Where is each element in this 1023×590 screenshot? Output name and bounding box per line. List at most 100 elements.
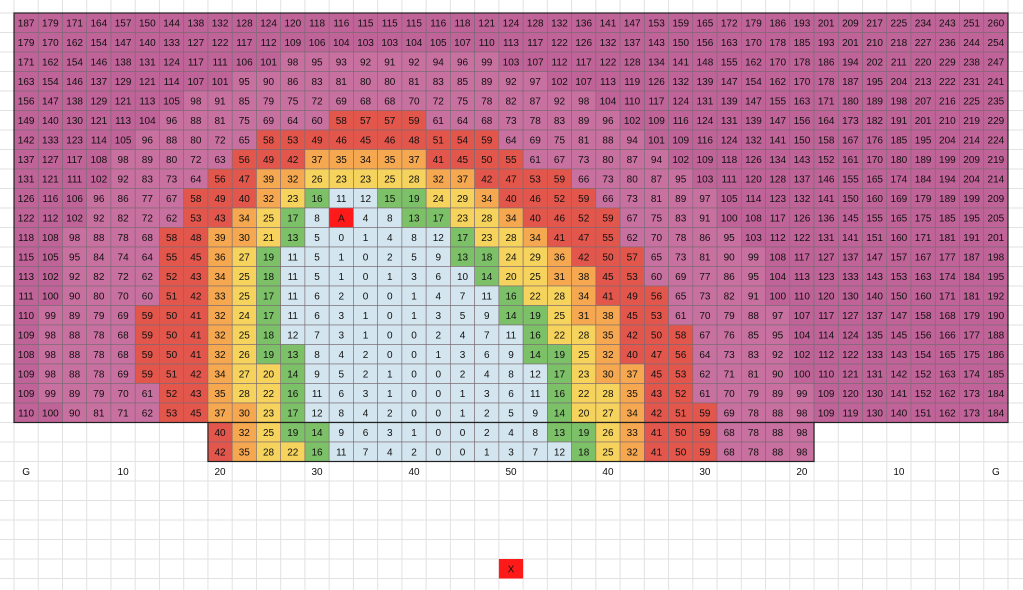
cell-value: 1 (460, 389, 466, 400)
cell-value: 35 (239, 447, 251, 458)
cell-value: 73 (166, 174, 178, 185)
cell-value: 120 (818, 291, 835, 302)
cell-value: 99 (45, 311, 57, 322)
cell-value: 28 (408, 174, 420, 185)
cell-value: 193 (794, 18, 811, 29)
cell-value: 11 (506, 330, 517, 341)
cell-value: 46 (554, 213, 566, 224)
cell-value: 184 (915, 174, 932, 185)
cell-value: 4 (460, 330, 466, 341)
cell-value: 102 (91, 174, 108, 185)
cell-value: 116 (333, 18, 349, 29)
cell-value: 26 (311, 174, 323, 185)
cell-value: 51 (675, 408, 687, 419)
cell-value: 13 (287, 350, 299, 361)
cell-value: 105 (163, 96, 180, 107)
cell-value: 98 (796, 447, 808, 458)
partial-border (207, 421, 815, 463)
cell-value: 179 (915, 194, 932, 205)
cell-value: 109 (18, 369, 35, 380)
cell-value: 133 (866, 350, 883, 361)
cell-value: 115 (18, 252, 34, 263)
cell-value: 185 (988, 369, 1005, 380)
cell-value: 229 (988, 116, 1005, 127)
cell-value: 163 (721, 38, 738, 49)
marker: X (508, 564, 515, 575)
cell-value: 118 (309, 18, 325, 29)
cell-value: 109 (697, 155, 714, 166)
cell-value: 56 (215, 174, 227, 185)
cell-value: 105 (42, 252, 59, 263)
cell-value: 59 (142, 311, 154, 322)
cell-value: 54 (457, 135, 469, 146)
cell-value: 121 (842, 369, 859, 380)
cell-value: 114 (91, 135, 107, 146)
cell-value: 145 (842, 213, 859, 224)
cell-value: 69 (118, 369, 130, 380)
cell-value: 98 (190, 96, 202, 107)
cell-value: 4 (387, 447, 393, 458)
cell-value: 98 (578, 96, 590, 107)
cell-value: 115 (382, 18, 398, 29)
cell-value: 205 (988, 213, 1005, 224)
cell-value: 2 (363, 350, 369, 361)
cell-value: 137 (866, 311, 883, 322)
cell-value: 162 (939, 408, 956, 419)
cell-value: 173 (842, 116, 859, 127)
cell-value: 1 (363, 311, 369, 322)
cell-value: 26 (602, 428, 614, 439)
cell-value: 260 (988, 18, 1005, 29)
cell-value: 40 (215, 428, 227, 439)
cell-value: 116 (42, 194, 58, 205)
cell-value: 82 (724, 291, 736, 302)
cell-value: 49 (311, 135, 323, 146)
cell-value: 47 (239, 174, 251, 185)
axis-label: 40 (408, 467, 420, 478)
cell-value: 24 (433, 194, 445, 205)
cell-value: 112 (770, 233, 786, 244)
cell-value: 7 (314, 330, 320, 341)
cell-value: 201 (818, 18, 835, 29)
cell-value: 7 (532, 447, 538, 458)
cell-value: 3 (387, 428, 393, 439)
cell-value: 73 (675, 252, 687, 263)
cell-value: 1 (411, 311, 417, 322)
cell-value: 85 (748, 330, 760, 341)
cell-value: 14 (554, 408, 566, 419)
cell-value: 143 (794, 155, 811, 166)
cell-value: 98 (796, 408, 808, 419)
cell-value: 143 (648, 38, 665, 49)
cell-value: 6 (363, 428, 369, 439)
cell-value: 50 (651, 330, 663, 341)
cell-value: 8 (339, 408, 345, 419)
cell-value: 35 (384, 155, 396, 166)
cell-value: 17 (263, 291, 275, 302)
cell-value: 103 (745, 233, 762, 244)
cell-value: 156 (697, 38, 714, 49)
cell-value: 32 (602, 350, 614, 361)
cell-value: 58 (675, 330, 687, 341)
cell-value: 151 (866, 233, 883, 244)
cell-value: 1 (387, 389, 393, 400)
cell-value: 79 (93, 389, 105, 400)
cell-value: 2 (484, 428, 490, 439)
cell-value: 113 (794, 272, 810, 283)
cell-value: 150 (672, 38, 689, 49)
cell-value: A (338, 213, 345, 224)
cell-value: 19 (263, 350, 275, 361)
cell-value: 34 (505, 213, 517, 224)
cell-value: 180 (891, 155, 908, 166)
cell-value: 60 (651, 272, 663, 283)
cell-value: 93 (336, 57, 348, 68)
cell-value: 165 (866, 174, 883, 185)
cell-value: 41 (602, 291, 614, 302)
cell-value: 143 (891, 350, 908, 361)
cell-value: 25 (578, 350, 590, 361)
cell-value: 81 (578, 135, 590, 146)
cell-value: 75 (554, 135, 566, 146)
cell-value: 178 (818, 77, 835, 88)
cell-value: 158 (818, 135, 835, 146)
cell-value: 156 (18, 96, 35, 107)
cell-value: 138 (187, 18, 204, 29)
cell-value: 131 (866, 369, 883, 380)
